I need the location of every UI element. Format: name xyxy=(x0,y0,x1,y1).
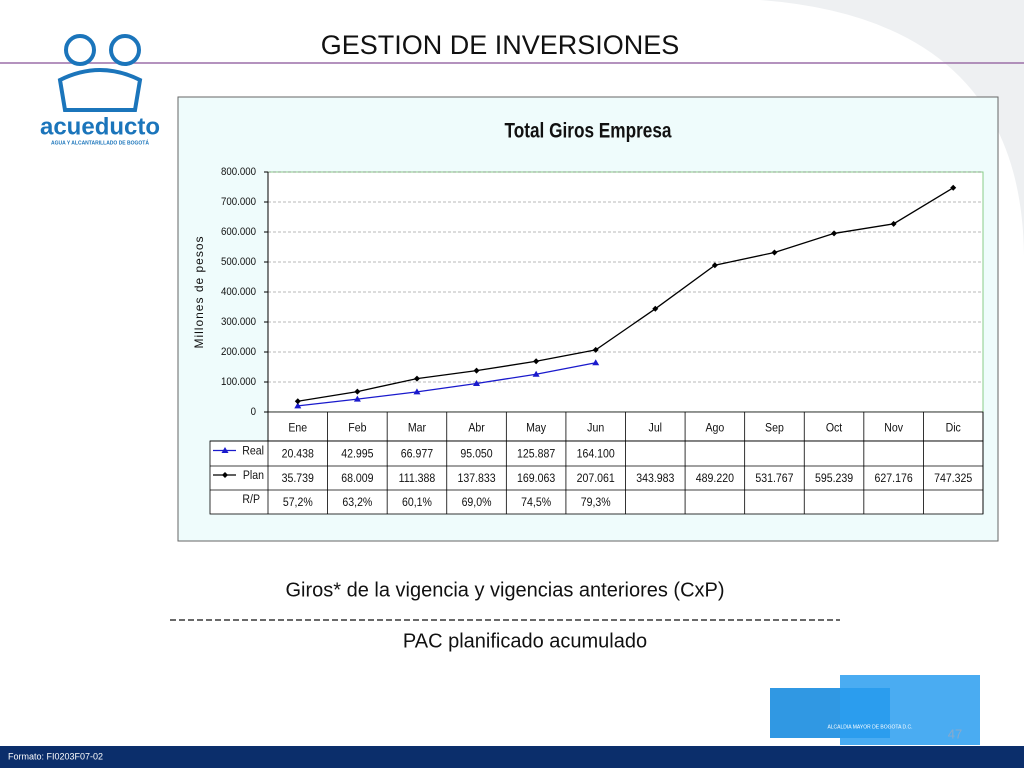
y-tick-label: 600.000 xyxy=(221,226,256,238)
point xyxy=(890,220,897,227)
legend-marker xyxy=(221,447,229,453)
logo-body xyxy=(57,68,143,112)
data-label: 20.438 xyxy=(282,448,314,461)
x-tick-label: May xyxy=(526,422,546,435)
decor xyxy=(760,0,1024,260)
x-tick-label: Ene xyxy=(288,422,307,435)
point xyxy=(533,358,540,365)
point xyxy=(950,184,957,191)
legend-label: Real xyxy=(242,445,264,458)
data-label: 42.995 xyxy=(341,448,373,461)
x-tick-label: Nov xyxy=(884,422,903,435)
x-tick-label: Ago xyxy=(705,422,724,435)
point xyxy=(592,359,600,366)
y-tick-label: 400.000 xyxy=(221,286,256,298)
ratio-label: R/P xyxy=(242,494,260,507)
data-label: 95.050 xyxy=(460,448,492,461)
point xyxy=(413,375,420,382)
y-tick-label: 200.000 xyxy=(221,346,256,358)
logo: acueducto AGUA Y ALCANTARILLADO DE BOGOT… xyxy=(40,34,160,146)
point xyxy=(652,305,659,312)
data-label: 68.009 xyxy=(341,473,373,486)
x-tick-label: Abr xyxy=(468,422,485,435)
logo-tagline: AGUA Y ALCANTARILLADO DE BOGOTÁ xyxy=(51,139,149,146)
point xyxy=(353,395,361,402)
data-label: 125.887 xyxy=(517,448,555,461)
ratio-value: 74,5% xyxy=(521,497,551,510)
point xyxy=(592,346,599,353)
logo-name: acueducto xyxy=(40,113,160,140)
note-denominator: PAC planificado acumulado xyxy=(403,630,647,652)
x-tick-label: Sep xyxy=(765,422,784,435)
x-tick-label: Oct xyxy=(826,422,843,435)
data-label: 111.388 xyxy=(399,473,436,486)
data-label: 343.983 xyxy=(636,473,674,486)
chart: Total Giros Empresa Millones de pesos 0 100… xyxy=(192,120,984,515)
data-label: 595.239 xyxy=(815,473,853,486)
point xyxy=(473,379,481,386)
data-label: 35.739 xyxy=(282,473,314,486)
ratio-value: 60,1% xyxy=(402,497,432,510)
legend-label: Plan xyxy=(243,470,264,483)
y-tick-label: 0 xyxy=(251,406,257,418)
x-tick-label: Feb xyxy=(348,422,366,435)
point xyxy=(294,398,301,405)
legend-marker xyxy=(222,472,228,478)
x-tick-label: Jul xyxy=(649,422,663,435)
data-label: 531.767 xyxy=(755,473,793,486)
ratio-value: 79,3% xyxy=(581,497,611,510)
ratio-value: 63,2% xyxy=(342,497,372,510)
point xyxy=(354,388,361,395)
x-tick-label: Mar xyxy=(408,422,426,435)
ratio-value: 57,2% xyxy=(283,497,313,510)
data-label: 627.176 xyxy=(875,473,913,486)
y-axis-label: Millones de pesos xyxy=(192,235,206,348)
note-numerator: Giros* de la vigencia y vigencias anteri… xyxy=(285,579,724,601)
data-label: 207.061 xyxy=(577,473,615,486)
point xyxy=(473,367,480,374)
chart-title: Total Giros Empresa xyxy=(504,120,671,143)
data-label: 169.063 xyxy=(517,473,555,486)
footer: Formato: FI0203F07-02 xyxy=(8,751,103,761)
point xyxy=(294,402,302,409)
logo-eye xyxy=(64,34,96,66)
ratio-value: 69,0% xyxy=(462,497,492,510)
data-label: 489.220 xyxy=(696,473,734,486)
slide-title: GESTION DE INVERSIONES xyxy=(321,30,680,60)
page-number: 47 xyxy=(948,726,962,741)
point xyxy=(831,230,838,237)
series-line xyxy=(297,362,596,407)
table-body xyxy=(209,440,984,515)
point xyxy=(711,262,718,269)
data-label: 747.325 xyxy=(934,473,972,486)
point xyxy=(413,388,421,395)
y-tick-label: 800.000 xyxy=(221,166,256,178)
y-tick-label: 300.000 xyxy=(221,316,256,328)
badge-text: ALCALDIA MAYOR DE BOGOTA D.C. xyxy=(827,724,912,730)
point xyxy=(771,249,778,256)
data-label: 66.977 xyxy=(401,448,433,461)
series-line xyxy=(297,187,954,402)
logo-eye xyxy=(109,34,141,66)
y-tick-label: 500.000 xyxy=(221,256,256,268)
x-tick-label: Jun xyxy=(587,422,604,435)
footer-bar xyxy=(0,746,1024,768)
y-tick-label: 700.000 xyxy=(221,196,256,208)
y-tick-label: 100.000 xyxy=(221,376,256,388)
point xyxy=(532,370,540,377)
data-label: 137.833 xyxy=(457,473,495,486)
x-tick-label: Dic xyxy=(946,422,962,435)
badge-box xyxy=(840,675,980,745)
data-label: 164.100 xyxy=(577,448,615,461)
